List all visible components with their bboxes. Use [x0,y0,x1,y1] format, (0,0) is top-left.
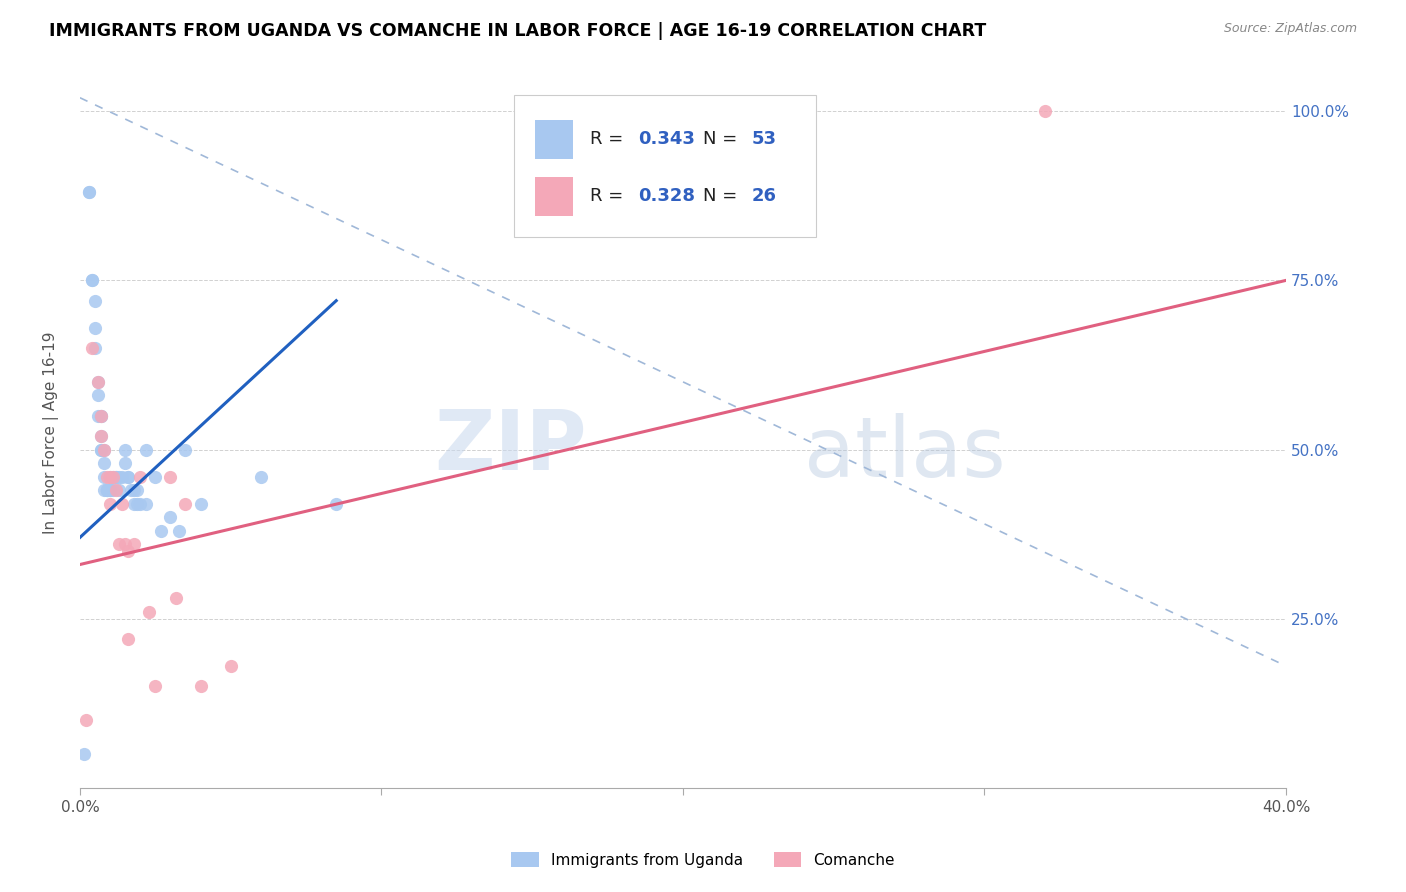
Point [114,442,136,457]
Point [98,483,121,497]
Point [93,456,115,470]
Point [90,429,112,443]
Point [122,497,145,511]
Point [87,375,110,389]
Point [80,273,103,287]
Bar [534,120,574,159]
Text: 0.328: 0.328 [638,187,696,205]
Point [135,442,157,457]
Point [135,497,157,511]
Point [93,442,115,457]
Point [174,442,197,457]
Point [90,409,112,423]
Point [117,469,139,483]
Text: 26: 26 [752,187,776,205]
Point [87,388,110,402]
Point [87,375,110,389]
Point [174,497,197,511]
Point [169,524,191,538]
Point [250,469,273,483]
Point [80,341,103,355]
Point [101,469,124,483]
Text: 0.343: 0.343 [638,129,695,147]
Point [80,273,103,287]
Point [90,429,112,443]
Point [84,341,107,355]
Bar [534,177,574,216]
Point [122,537,145,551]
Point [87,409,110,423]
Point [93,483,115,497]
Point [1033,104,1056,119]
Text: R =: R = [591,129,628,147]
Point [90,409,112,423]
Point [98,469,121,483]
Point [165,591,187,606]
Point [90,409,112,423]
Point [117,632,139,646]
Point [138,605,160,619]
Point [120,483,142,497]
Y-axis label: In Labor Force | Age 16-19: In Labor Force | Age 16-19 [44,331,59,533]
Point [127,497,149,511]
Point [96,483,118,497]
Point [84,293,107,308]
Point [114,456,136,470]
Point [96,483,118,497]
Point [77,186,100,200]
Point [105,483,128,497]
Point [108,537,131,551]
Text: Source: ZipAtlas.com: Source: ZipAtlas.com [1223,22,1357,36]
Point [127,483,149,497]
Point [96,483,118,497]
Point [90,442,112,457]
Point [159,510,181,524]
Point [129,497,152,511]
Point [143,679,166,693]
Point [143,469,166,483]
Point [98,469,121,483]
Point [111,469,134,483]
Point [101,469,124,483]
Point [114,537,136,551]
Point [93,442,115,457]
Point [117,469,139,483]
Point [190,679,212,693]
Text: IMMIGRANTS FROM UGANDA VS COMANCHE IN LABOR FORCE | AGE 16-19 CORRELATION CHART: IMMIGRANTS FROM UGANDA VS COMANCHE IN LA… [49,22,987,40]
Point [122,483,145,497]
Point [96,469,118,483]
Point [90,442,112,457]
Point [219,659,242,673]
Legend: Immigrants from Uganda, Comanche: Immigrants from Uganda, Comanche [499,839,907,880]
Point [105,469,128,483]
Point [111,497,134,511]
Point [101,483,124,497]
Text: ZIP: ZIP [434,406,586,487]
Point [98,483,121,497]
Point [108,469,131,483]
Point [190,497,212,511]
Point [73,747,96,761]
Point [93,469,115,483]
Text: 53: 53 [752,129,776,147]
Point [77,186,100,200]
Text: R =: R = [591,187,628,205]
Point [159,469,181,483]
Text: N =: N = [703,187,744,205]
Point [129,469,152,483]
Point [84,320,107,334]
Point [75,713,97,727]
Point [108,483,131,497]
Text: atlas: atlas [804,413,1005,494]
Point [150,524,173,538]
Text: N =: N = [703,129,744,147]
Point [105,469,128,483]
FancyBboxPatch shape [515,95,815,237]
Point [98,497,121,511]
Point [117,544,139,558]
Point [325,497,347,511]
